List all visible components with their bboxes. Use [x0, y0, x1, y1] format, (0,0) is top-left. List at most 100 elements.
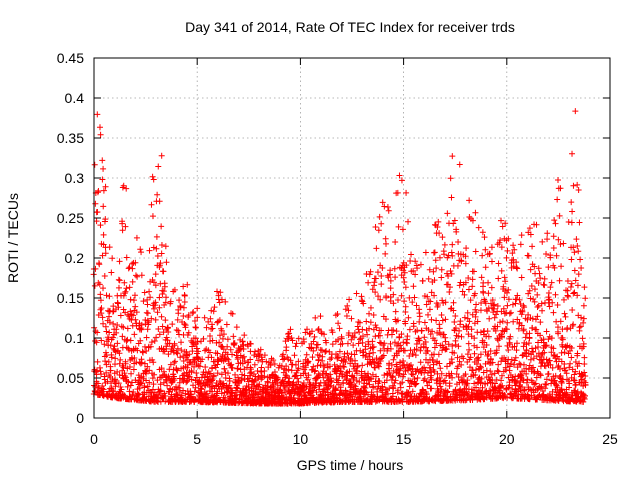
data-point	[138, 272, 145, 279]
data-point	[150, 381, 157, 388]
data-point	[431, 344, 438, 351]
data-point	[565, 350, 572, 357]
data-point	[378, 281, 385, 288]
data-point	[101, 341, 108, 348]
data-point	[146, 367, 153, 374]
data-point	[418, 327, 425, 334]
data-point	[410, 371, 417, 378]
data-point	[126, 363, 133, 370]
data-point	[392, 274, 399, 281]
data-point	[478, 364, 485, 371]
data-point	[423, 394, 430, 401]
data-point	[576, 219, 583, 226]
data-point	[354, 362, 361, 369]
data-point	[482, 264, 489, 271]
data-point	[182, 322, 189, 329]
data-point	[100, 285, 107, 292]
data-point	[471, 387, 478, 394]
data-point	[321, 331, 328, 338]
data-point	[126, 284, 133, 291]
data-point	[245, 359, 252, 366]
data-point	[219, 351, 226, 358]
data-point	[184, 281, 191, 288]
data-point	[392, 308, 399, 315]
data-point	[574, 292, 581, 299]
data-point	[371, 279, 378, 286]
data-point	[154, 398, 161, 405]
data-point	[581, 392, 588, 399]
data-point	[546, 296, 553, 303]
data-point	[366, 325, 373, 332]
data-point	[472, 371, 479, 378]
data-point	[372, 224, 379, 231]
data-point	[150, 359, 157, 366]
data-point	[547, 361, 554, 368]
data-point	[421, 319, 428, 326]
data-point	[300, 380, 307, 387]
data-point	[180, 387, 187, 394]
data-point	[431, 292, 438, 299]
data-point	[498, 217, 505, 224]
data-point	[124, 325, 131, 332]
data-point	[188, 367, 195, 374]
data-point	[238, 377, 245, 384]
data-point	[552, 291, 559, 298]
data-point	[193, 370, 200, 377]
data-point	[412, 352, 419, 359]
data-point	[529, 325, 536, 332]
data-point	[300, 336, 307, 343]
data-point	[542, 363, 549, 370]
data-point	[181, 292, 188, 299]
data-point	[400, 371, 407, 378]
data-point	[523, 365, 530, 372]
data-point	[449, 359, 456, 366]
data-point	[520, 361, 527, 368]
data-point	[391, 339, 398, 346]
data-point	[452, 312, 459, 319]
data-point	[92, 383, 99, 390]
data-point	[461, 385, 468, 392]
data-point	[561, 310, 568, 317]
data-point	[386, 369, 393, 376]
data-point	[409, 299, 416, 306]
data-point	[99, 314, 106, 321]
data-point	[177, 303, 184, 310]
data-point	[390, 356, 397, 363]
data-point	[462, 260, 469, 267]
data-point	[542, 380, 549, 387]
data-point	[169, 321, 176, 328]
data-point	[454, 354, 461, 361]
data-point	[257, 346, 264, 353]
data-point	[498, 244, 505, 251]
data-point	[95, 187, 102, 194]
data-point	[216, 317, 223, 324]
data-point	[434, 223, 441, 230]
data-point	[422, 249, 429, 256]
data-point	[553, 381, 560, 388]
data-point	[343, 313, 350, 320]
data-point	[571, 377, 578, 384]
data-point	[444, 388, 451, 395]
data-point	[108, 269, 115, 276]
data-point	[119, 218, 126, 225]
data-point	[171, 286, 178, 293]
data-point	[271, 360, 278, 367]
data-point	[433, 265, 440, 272]
data-point	[123, 285, 130, 292]
data-point	[102, 323, 109, 330]
data-point	[541, 282, 548, 289]
data-point	[526, 362, 533, 369]
data-point	[114, 340, 121, 347]
data-point	[399, 398, 406, 405]
data-point	[554, 324, 561, 331]
data-point	[229, 310, 236, 317]
data-point	[159, 290, 166, 297]
data-point	[143, 334, 150, 341]
data-point	[503, 254, 510, 261]
data-point	[164, 382, 171, 389]
data-point	[144, 326, 151, 333]
data-point	[535, 302, 542, 309]
data-point	[462, 253, 469, 260]
data-point	[446, 380, 453, 387]
data-point	[505, 286, 512, 293]
